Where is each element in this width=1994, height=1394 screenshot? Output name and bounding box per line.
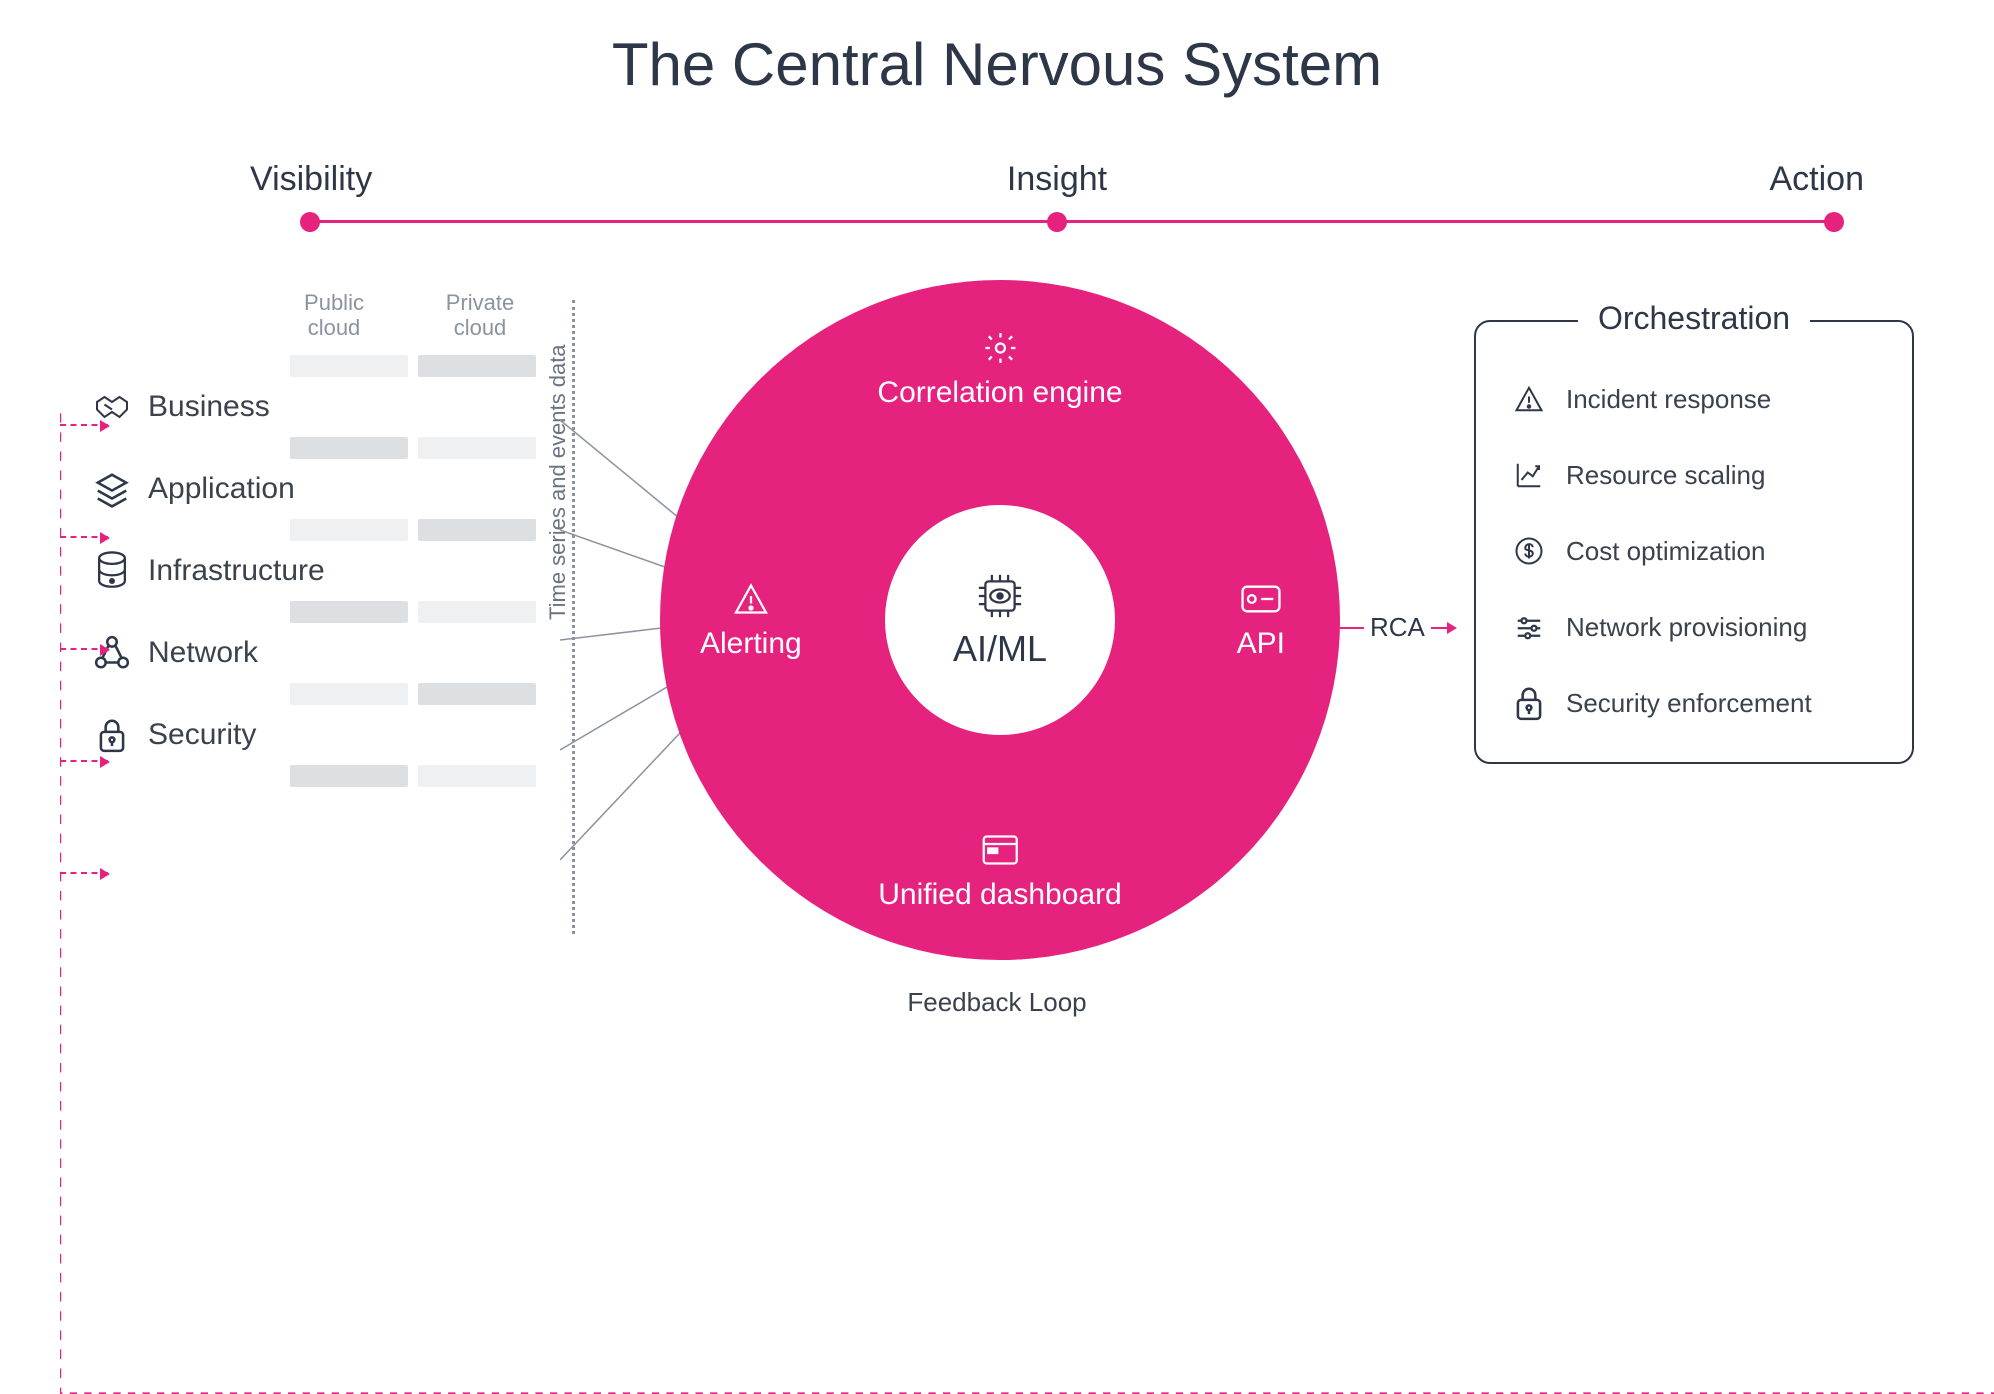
gear-icon	[980, 328, 1020, 368]
axis-node-insight	[1047, 212, 1067, 232]
axis-node-visibility	[300, 212, 320, 232]
visibility-grid: Business Application Infrastructure Netw…	[90, 349, 550, 793]
orch-item: Resource scaling	[1512, 458, 1876, 492]
layer-label-application: Application	[148, 472, 295, 506]
layer-application: Application	[90, 465, 550, 513]
server-stack-icon	[90, 549, 134, 593]
layer-security: Security	[90, 711, 550, 759]
rca-arrow-seg-right	[1431, 627, 1455, 629]
donut-center: AI/ML	[885, 505, 1115, 735]
axis-label-visibility: Visibility	[250, 160, 372, 199]
bars-row	[90, 759, 550, 793]
api-card-icon	[1241, 579, 1281, 619]
cloud-headers: Publiccloud Privatecloud	[90, 290, 550, 341]
layer-infrastructure: Infrastructure	[90, 547, 550, 595]
orch-item: Cost optimization	[1512, 534, 1876, 568]
donut-label-api: API	[1237, 627, 1285, 661]
insight-donut: Correlation engine Unified dashboard Ale…	[660, 280, 1340, 960]
sliders-icon	[1512, 610, 1546, 644]
layer-business: Business	[90, 383, 550, 431]
bar-public	[290, 683, 408, 705]
dashboard-icon	[980, 830, 1020, 870]
bar-public	[290, 765, 408, 787]
header-public-cloud: Publiccloud	[274, 290, 394, 341]
timeseries-divider	[572, 300, 575, 934]
layer-label-business: Business	[148, 390, 270, 424]
bar-private	[418, 601, 536, 623]
bars-row	[90, 595, 550, 629]
donut-item-alerting: Alerting	[700, 579, 802, 661]
orch-item: Security enforcement	[1512, 686, 1876, 720]
orchestration-title: Orchestration	[1578, 300, 1810, 337]
layer-label-network: Network	[148, 636, 258, 670]
bar-private	[418, 519, 536, 541]
nodes-icon	[90, 631, 134, 675]
feedback-loop-label: Feedback Loop	[893, 987, 1100, 1018]
bar-public	[290, 519, 408, 541]
timeseries-label: Time series and events data	[545, 344, 571, 620]
donut-label-correlation: Correlation engine	[877, 376, 1122, 410]
layer-label-infrastructure: Infrastructure	[148, 554, 325, 588]
layers-icon	[90, 467, 134, 511]
warn-icon	[1512, 382, 1546, 416]
bars-row	[90, 349, 550, 383]
orch-item-label: Cost optimization	[1566, 536, 1765, 567]
bar-private	[418, 355, 536, 377]
lock-icon	[1512, 686, 1546, 720]
donut-label-alerting: Alerting	[700, 627, 802, 661]
bar-public	[290, 437, 408, 459]
lock-icon	[90, 713, 134, 757]
orch-item: Network provisioning	[1512, 610, 1876, 644]
layer-arrow	[60, 872, 108, 874]
bar-private	[418, 683, 536, 705]
donut-item-dashboard: Unified dashboard	[878, 830, 1122, 912]
handshake-icon	[90, 385, 134, 429]
rca-arrow: RCA	[1340, 612, 1455, 643]
visibility-block: Publiccloud Privatecloud Business Applic…	[90, 290, 550, 793]
rca-label: RCA	[1370, 612, 1425, 643]
rca-arrow-seg-left	[1340, 627, 1364, 629]
chip-eye-icon	[974, 570, 1026, 622]
bar-public	[290, 355, 408, 377]
chart-up-icon	[1512, 458, 1546, 492]
dollar-icon	[1512, 534, 1546, 568]
orch-item-label: Network provisioning	[1566, 612, 1807, 643]
donut-item-api: API	[1237, 579, 1285, 661]
axis-label-action: Action	[1770, 160, 1865, 199]
axis-line	[310, 220, 1834, 223]
header-private-cloud: Privatecloud	[420, 290, 540, 341]
orch-item-label: Incident response	[1566, 384, 1771, 415]
bars-row	[90, 677, 550, 711]
orchestration-list: Incident response Resource scaling Cost …	[1512, 382, 1876, 720]
layer-label-security: Security	[148, 718, 256, 752]
orchestration-card: Orchestration Incident response Resource…	[1474, 320, 1914, 764]
bars-row	[90, 513, 550, 547]
axis-label-insight: Insight	[1007, 160, 1107, 199]
layer-network: Network	[90, 629, 550, 677]
donut-label-dashboard: Unified dashboard	[878, 878, 1122, 912]
orch-item-label: Resource scaling	[1566, 460, 1765, 491]
warn-icon	[731, 579, 771, 619]
bar-private	[418, 765, 536, 787]
bars-row	[90, 431, 550, 465]
donut-item-correlation: Correlation engine	[877, 328, 1122, 410]
donut-center-label: AI/ML	[953, 628, 1047, 670]
axis-node-action	[1824, 212, 1844, 232]
page-title: The Central Nervous System	[0, 30, 1994, 99]
orch-item-label: Security enforcement	[1566, 688, 1812, 719]
orch-item: Incident response	[1512, 382, 1876, 416]
bar-public	[290, 601, 408, 623]
bar-private	[418, 437, 536, 459]
